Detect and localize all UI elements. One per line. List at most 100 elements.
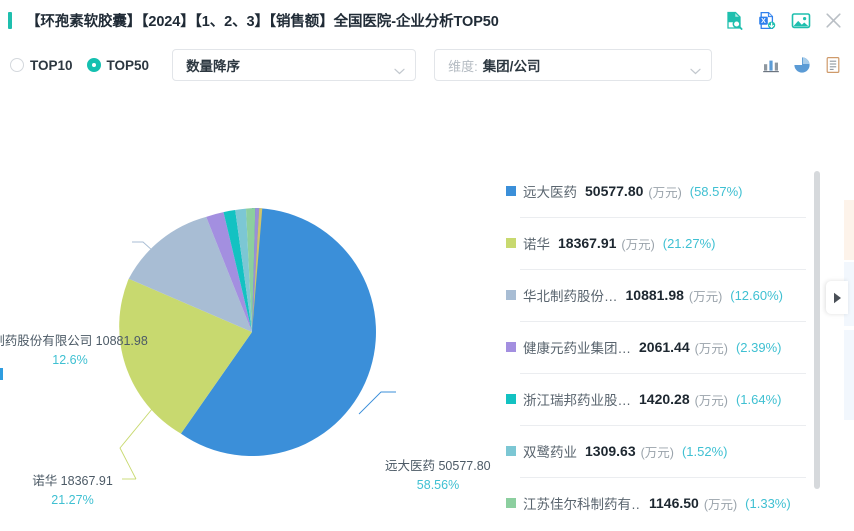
legend-unit-0: (万元) <box>648 185 682 200</box>
legend-panel: 远大医药 50577.80 (万元) (58.57%) 诺华 18367.91 … <box>496 165 826 531</box>
legend-name-0: 远大医药 <box>523 185 577 200</box>
legend-value-2: 10881.98 <box>625 287 684 303</box>
background-strip-peach <box>844 200 854 260</box>
legend-name-4: 浙江瑞邦药业股… <box>523 393 631 408</box>
pie-slice-4[interactable] <box>223 210 253 332</box>
close-icon[interactable] <box>823 10 844 31</box>
pie-slices <box>119 208 376 456</box>
legend-item-6[interactable]: 江苏佳尔科制药有… 1146.50 (万元) (1.33%) <box>496 477 814 529</box>
titlebar-actions: X <box>724 10 854 31</box>
dimension-select[interactable]: 维度: 集团/公司 <box>434 49 713 81</box>
radio-dot-top10 <box>10 58 24 72</box>
view-type-switcher <box>762 56 854 74</box>
dimension-select-value: 集团/公司 <box>482 59 541 74</box>
background-strip-blue-upper <box>844 262 854 326</box>
pie-slice-6[interactable] <box>246 208 256 332</box>
pie-chart-graphic[interactable] <box>0 92 496 531</box>
pie-label-huabei: 制药股份有限公司 10881.98 12.6% <box>0 330 170 368</box>
dimension-select-prefix: 维度: <box>448 58 478 74</box>
pie-slice-5[interactable] <box>235 208 252 332</box>
pie-chart-icon[interactable] <box>793 56 811 74</box>
legend-swatch-4 <box>506 394 516 404</box>
sort-order-value: 数量降序 <box>186 59 241 74</box>
legend-value-5: 1309.63 <box>585 443 636 459</box>
legend-item-0[interactable]: 远大医药 50577.80 (万元) (58.57%) <box>496 165 814 217</box>
legend-swatch-1 <box>506 238 516 248</box>
legend-unit-5: (万元) <box>640 445 674 460</box>
pie-chart-area: 制药股份有限公司 10881.98 12.6% 诺华 18367.91 21.2… <box>0 92 496 531</box>
chart-toolbar: TOP10 TOP50 数量降序 维度: 集团/公司 <box>0 44 854 86</box>
triangle-right-icon <box>833 292 841 303</box>
pie-label-huabei-text: 制药股份有限公司 10881.98 <box>0 334 148 348</box>
legend-name-1: 诺华 <box>523 237 550 252</box>
radio-top50[interactable]: TOP50 <box>86 57 150 73</box>
legend-value-3: 2061.44 <box>639 339 690 355</box>
legend-item-2[interactable]: 华北制药股份… 10881.98 (万元) (12.60%) <box>496 269 814 321</box>
pie-label-huabei-percent: 12.6% <box>52 352 88 367</box>
window-titlebar: 【环孢素软胶囊】【2024】【1、2、3】【销售额】全国医院-企业分析TOP50… <box>0 0 854 40</box>
legend-item-5[interactable]: 双鹭药业 1309.63 (万元) (1.52%) <box>496 425 814 477</box>
leader-line-2 <box>132 241 164 261</box>
legend-percent-6: (1.33%) <box>745 495 791 511</box>
excel-export-icon[interactable]: X <box>757 10 778 31</box>
radio-label-top10: TOP10 <box>30 57 73 73</box>
page-title: 【环孢素软胶囊】【2024】【1、2、3】【销售额】全国医院-企业分析TOP50 <box>26 13 499 30</box>
legend-unit-3: (万元) <box>694 341 728 356</box>
legend-unit-1: (万元) <box>621 237 655 252</box>
pie-slice-8[interactable] <box>252 208 263 332</box>
pie-label-nuohua-text: 诺华 18367.91 <box>32 474 113 488</box>
pie-slice-2[interactable] <box>128 216 252 332</box>
legend-name-3: 健康元药业集团… <box>523 341 631 356</box>
legend-unit-2: (万元) <box>688 289 723 304</box>
table-view-icon[interactable] <box>824 56 842 74</box>
legend-percent-0: (58.57%) <box>689 183 743 199</box>
chevron-down-icon <box>394 62 405 74</box>
legend-percent-3: (2.39%) <box>735 339 782 355</box>
pie-slice-3[interactable] <box>206 212 252 332</box>
document-search-icon[interactable] <box>724 10 745 31</box>
sort-order-select[interactable]: 数量降序 <box>172 49 417 81</box>
legend-unit-6: (万元) <box>703 497 738 512</box>
legend-swatch-6 <box>506 498 516 508</box>
pie-slice-7[interactable] <box>252 208 260 332</box>
legend-swatch-2 <box>506 290 516 300</box>
legend-item-1[interactable]: 诺华 18367.91 (万元) (21.27%) <box>496 217 814 269</box>
legend-percent-1: (21.27%) <box>662 235 716 251</box>
background-strip-blue-lower <box>844 330 854 420</box>
legend-percent-2: (12.60%) <box>730 287 783 303</box>
legend-value-4: 1420.28 <box>639 391 690 407</box>
leader-line-0 <box>358 391 396 415</box>
legend-scrollbar[interactable] <box>814 171 820 525</box>
legend-item-4[interactable]: 浙江瑞邦药业股… 1420.28 (万元) (1.64%) <box>496 373 814 425</box>
image-export-icon[interactable] <box>790 10 811 31</box>
legend-name-6: 江苏佳尔科制药有… <box>523 497 641 512</box>
pie-label-nuohua: 诺华 18367.91 21.27% <box>10 470 135 508</box>
pie-label-nuohua-percent: 21.27% <box>51 492 94 507</box>
legend-value-1: 18367.91 <box>558 235 617 251</box>
pie-leader-lines <box>119 241 396 480</box>
legend-scrollbar-thumb[interactable] <box>814 171 820 489</box>
bar-chart-icon[interactable] <box>762 56 780 74</box>
pie-label-yuanda-percent: 58.56% <box>416 477 460 492</box>
legend-name-5: 双鹭药业 <box>523 445 577 460</box>
legend-name-2: 华北制药股份… <box>523 289 618 304</box>
top-n-radio-group: TOP10 TOP50 <box>10 58 149 73</box>
title-accent-bar <box>8 11 12 29</box>
background-tick-mark <box>0 368 3 380</box>
pie-label-yuanda: 远大医药 50577.80 58.56% <box>385 455 515 493</box>
legend-value-0: 50577.80 <box>585 183 644 199</box>
legend-item-3[interactable]: 健康元药业集团… 2061.44 (万元) (2.39%) <box>496 321 814 373</box>
radio-label-top50: TOP50 <box>106 57 150 73</box>
leader-line-1 <box>119 402 158 480</box>
pie-slice-1[interactable] <box>119 278 252 434</box>
legend-percent-4: (1.64%) <box>735 391 782 407</box>
legend-swatch-0 <box>506 186 516 196</box>
legend-list: 远大医药 50577.80 (万元) (58.57%) 诺华 18367.91 … <box>496 165 814 529</box>
svg-text:X: X <box>761 17 766 24</box>
expand-panel-arrow[interactable] <box>826 281 848 314</box>
radio-top10[interactable]: TOP10 <box>10 58 73 73</box>
radio-dot-top50 <box>86 58 101 72</box>
pie-slice-0[interactable] <box>180 208 376 456</box>
legend-value-6: 1146.50 <box>649 495 699 511</box>
chevron-down-icon <box>690 62 701 74</box>
